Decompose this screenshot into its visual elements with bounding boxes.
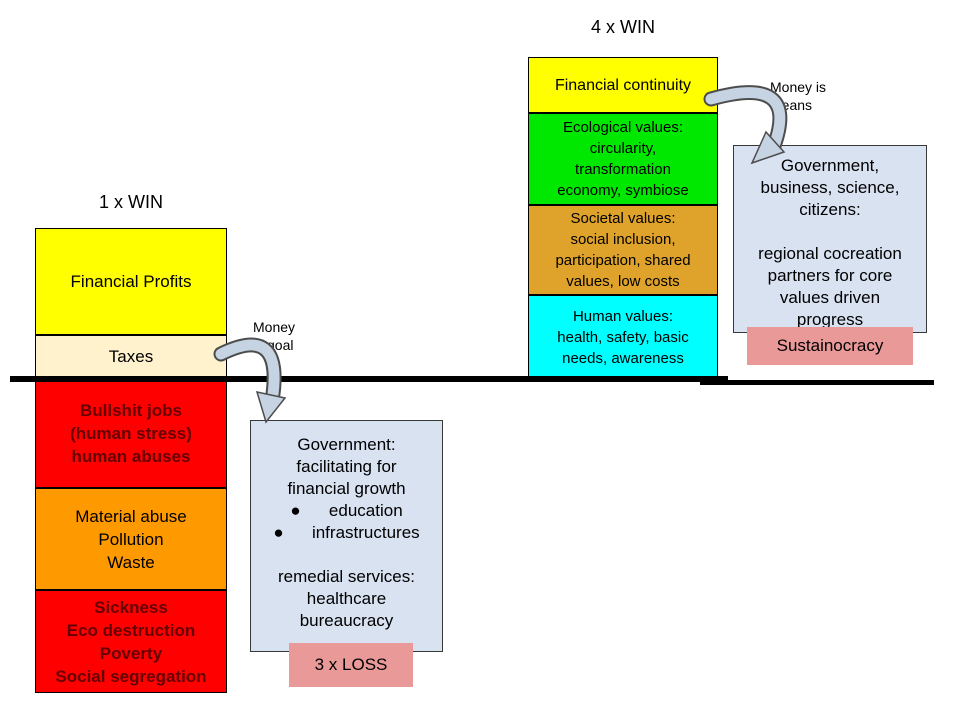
financial-continuity-box: Financial continuity [528,57,718,113]
financial-profits-box: Financial Profits [35,228,227,335]
taxes-box: Taxes [35,335,227,378]
money-is-goal-label: Money is goal [253,319,296,353]
ground-line-left-segment [10,376,728,382]
cocreation-partners-box: Government, business, science, citizens:… [733,145,927,333]
left-model-title: 1 x WIN [98,192,163,212]
societal-values-box: Societal values: social inclusion, parti… [528,205,718,295]
bullshit-jobs-box: Bullshit jobs (human stress) human abuse… [35,378,227,488]
sickness-box: Sickness Eco destruction Poverty Social … [35,590,227,693]
government-facilitating-box: Government: facilitating for financial g… [250,420,443,652]
right-model-title: 4 x WIN [590,17,655,37]
money-is-means-label: Money is means [770,79,827,113]
loss-label-box: 3 x LOSS [289,643,413,687]
ground-line-right-segment [700,380,934,385]
ecological-values-box: Ecological values: circularity, transfor… [528,113,718,205]
material-abuse-box: Material abuse Pollution Waste [35,488,227,590]
sustainocracy-label-box: Sustainocracy [747,327,913,365]
money-is-goal-arrow [213,337,287,424]
human-values-box: Human values: health, safety, basic need… [528,295,718,380]
